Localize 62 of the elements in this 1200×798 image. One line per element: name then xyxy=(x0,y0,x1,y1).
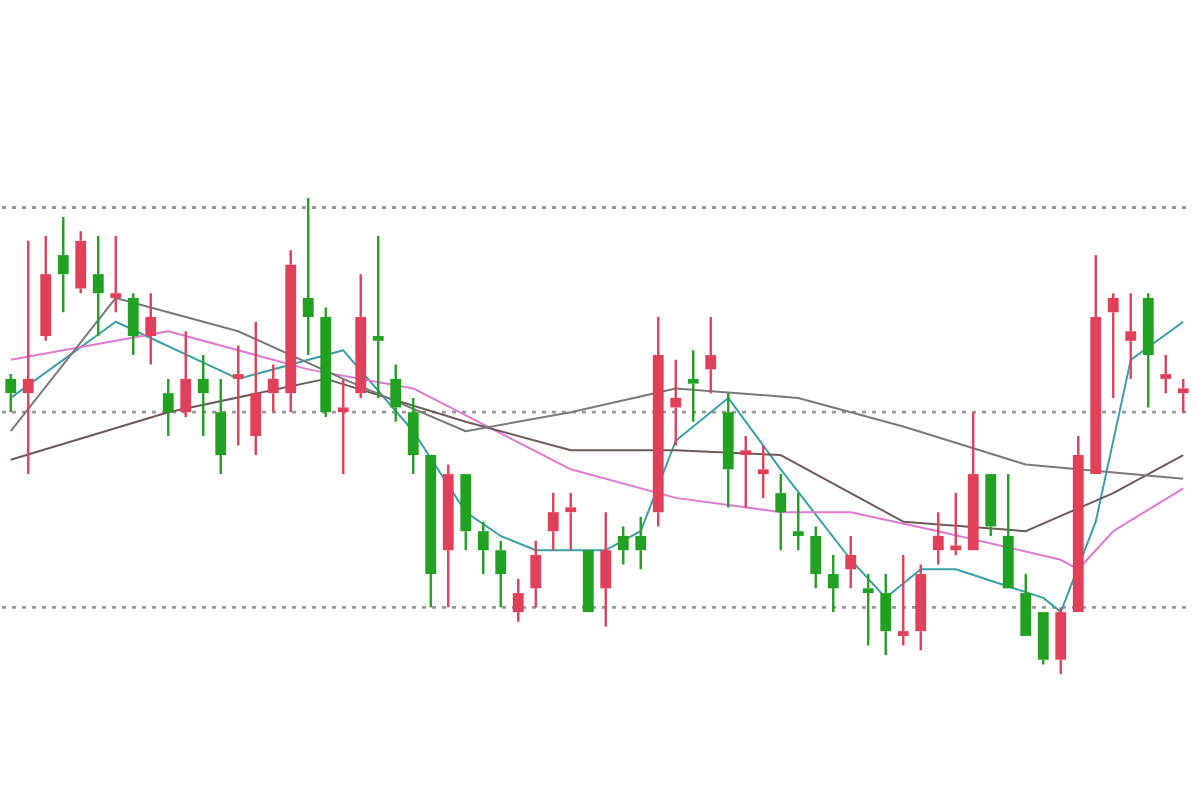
candlestick xyxy=(530,539,542,609)
candlestick xyxy=(337,377,349,476)
candlestick xyxy=(1090,253,1102,475)
candlestick xyxy=(565,491,577,552)
candlestick xyxy=(1142,292,1154,409)
candlestick xyxy=(22,239,34,476)
candlestick xyxy=(57,215,69,314)
candlestick xyxy=(932,510,944,566)
candlestick xyxy=(705,315,717,395)
candlestick xyxy=(5,372,17,414)
candlestick xyxy=(355,272,367,400)
candlestick xyxy=(285,249,297,414)
candlestick xyxy=(635,515,647,571)
candlestick xyxy=(145,292,157,366)
candlestick xyxy=(827,553,839,614)
candlestick xyxy=(372,234,384,400)
candlestick xyxy=(40,234,52,342)
candlestick xyxy=(600,510,612,628)
candlestick xyxy=(302,196,314,357)
candlestick xyxy=(407,396,419,476)
candlestick xyxy=(442,463,454,609)
candlestick xyxy=(757,444,769,500)
candlestick xyxy=(1107,292,1119,400)
candlestick xyxy=(512,577,524,623)
candlestick xyxy=(1177,377,1189,414)
candlestick xyxy=(1125,292,1137,381)
candlestick xyxy=(792,491,804,552)
candlestick xyxy=(845,534,857,590)
candlestick xyxy=(425,455,437,609)
candlestick xyxy=(1160,353,1172,395)
candlestick xyxy=(547,491,559,552)
candlestick xyxy=(722,391,734,509)
candlestick xyxy=(232,344,244,447)
candlestick xyxy=(897,553,909,647)
candlestick xyxy=(495,539,507,609)
candlestick xyxy=(950,491,962,557)
candlestick xyxy=(967,411,979,551)
candlestick xyxy=(1055,606,1067,676)
candlestick xyxy=(162,377,174,438)
candlestick xyxy=(197,353,209,438)
candlestick xyxy=(670,358,682,447)
candlestick xyxy=(1072,434,1084,613)
candlestick xyxy=(267,363,279,414)
candlestick xyxy=(180,330,192,419)
candlestick xyxy=(862,572,874,647)
candlestick xyxy=(687,349,699,423)
candlestick xyxy=(215,377,227,476)
candlestick xyxy=(915,563,927,652)
candlestick xyxy=(617,525,629,566)
candlestick xyxy=(477,520,489,576)
candlestick xyxy=(652,315,664,528)
candlestick xyxy=(880,572,892,657)
candlestick xyxy=(250,320,262,457)
candlestick xyxy=(110,234,122,314)
candlestick xyxy=(127,292,139,357)
candlestick xyxy=(810,525,822,590)
candlestick xyxy=(1020,572,1032,636)
candlestick xyxy=(390,363,402,423)
candlestick xyxy=(775,472,787,552)
candlestick xyxy=(92,234,104,338)
candlestick xyxy=(740,434,752,509)
candlestick xyxy=(1002,472,1014,589)
